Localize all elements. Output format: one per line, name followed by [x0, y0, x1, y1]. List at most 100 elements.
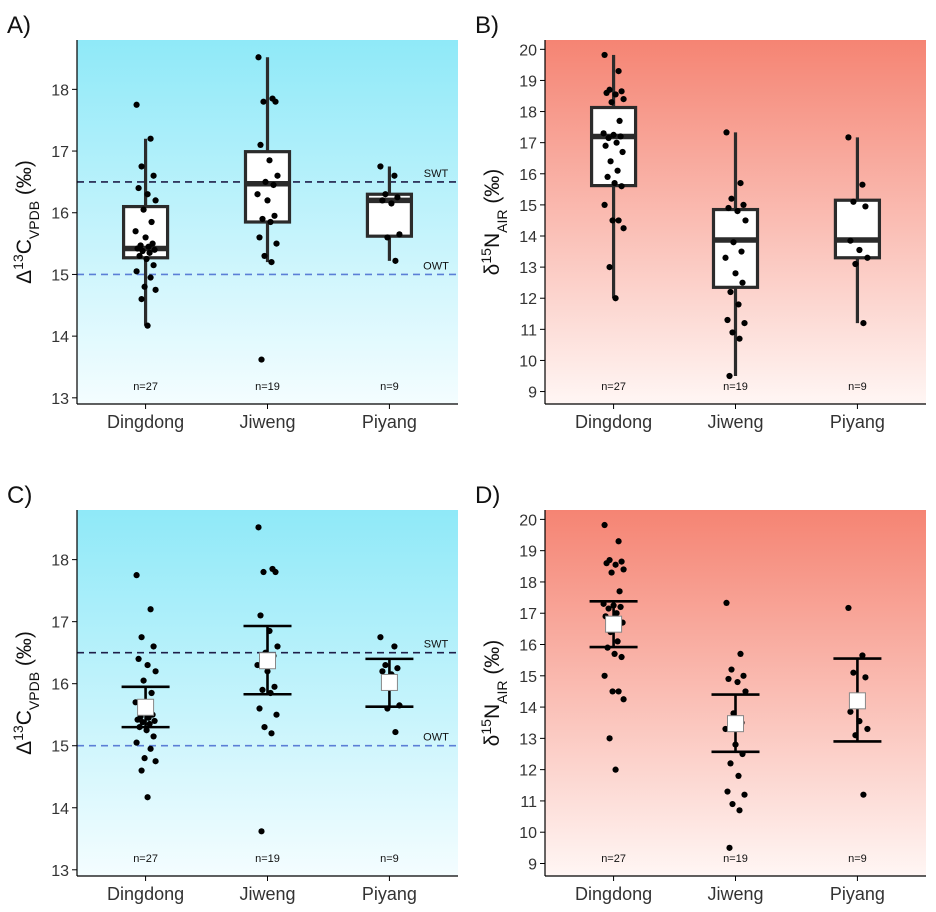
data-point — [136, 252, 143, 260]
data-point — [608, 99, 615, 106]
y-tick-label: 20 — [519, 42, 537, 59]
data-point — [729, 329, 736, 336]
data-point — [258, 356, 265, 363]
data-point — [256, 705, 263, 712]
data-point — [617, 133, 624, 140]
data-point — [272, 568, 279, 576]
data-point — [151, 717, 158, 725]
data-point — [740, 672, 747, 679]
data-point — [133, 739, 140, 746]
data-point — [142, 234, 149, 241]
data-point — [274, 172, 281, 179]
count-label: n=9 — [380, 381, 399, 393]
data-point — [723, 599, 730, 607]
panel-a: SWT OWT 13 14 15 16 17 18 Dingdong n=27 Jiweng n=19… — [7, 12, 458, 432]
data-point — [734, 678, 741, 686]
data-point — [724, 788, 731, 795]
y-tick-label: 15 — [51, 267, 69, 284]
data-point — [146, 720, 153, 728]
data-point — [132, 228, 139, 235]
y-tick-label: 18 — [519, 575, 537, 592]
data-point — [396, 231, 403, 238]
data-point — [740, 201, 747, 208]
data-point — [256, 234, 263, 241]
data-point — [620, 96, 627, 103]
data-point — [725, 204, 732, 212]
box-iqr — [833, 198, 882, 260]
data-point — [143, 255, 150, 263]
y-tick-label: 14 — [51, 329, 69, 346]
data-point — [261, 724, 268, 731]
data-point — [735, 301, 742, 308]
data-point — [268, 730, 275, 737]
data-point — [615, 68, 622, 75]
y-tick-label: 19 — [519, 73, 537, 90]
panel-label: A) — [7, 12, 31, 39]
data-point — [737, 180, 744, 187]
data-point — [266, 157, 273, 164]
data-point — [146, 249, 153, 256]
panel-d: 9 10 11 12 13 14 15 16 17 18 19 20 Dingdong n=27 Jiwen… — [475, 482, 926, 904]
y-tick-label: 11 — [520, 322, 537, 339]
data-point — [259, 215, 266, 223]
y-tick-label: 15 — [51, 739, 69, 756]
data-point — [138, 634, 145, 641]
data-point — [730, 239, 737, 246]
x-tick-label-piyang: Piyang — [362, 884, 417, 904]
data-point — [148, 689, 155, 697]
data-point — [601, 201, 608, 208]
data-point — [150, 733, 157, 740]
data-point — [609, 217, 616, 224]
data-point — [614, 638, 621, 645]
data-point — [260, 568, 267, 576]
data-point — [612, 766, 619, 773]
data-point — [150, 643, 157, 650]
count-label: n=27 — [133, 381, 158, 393]
data-point — [618, 653, 625, 661]
data-point — [615, 538, 622, 545]
data-point — [727, 288, 734, 296]
x-tick-label-dingdong: Dingdong — [575, 884, 652, 904]
data-point — [613, 610, 620, 617]
data-point — [611, 650, 618, 657]
data-point — [601, 672, 608, 679]
y-tick-label: 15 — [519, 198, 537, 215]
count-label: n=19 — [723, 853, 748, 865]
data-point — [264, 197, 271, 204]
data-point — [152, 668, 159, 675]
data-point — [382, 661, 389, 669]
data-point — [254, 191, 261, 198]
mean-marker — [605, 615, 623, 633]
count-label: n=27 — [601, 381, 626, 393]
data-point — [856, 246, 863, 254]
data-point — [257, 612, 264, 619]
data-point — [742, 688, 749, 695]
box-iqr — [589, 105, 638, 188]
data-point — [147, 745, 154, 752]
data-point — [726, 372, 733, 380]
data-point — [144, 191, 151, 198]
data-point — [152, 758, 159, 765]
data-point — [379, 668, 386, 675]
data-point — [613, 139, 620, 146]
data-point — [850, 669, 857, 676]
data-point — [144, 661, 151, 669]
data-point — [615, 688, 622, 695]
data-point — [847, 237, 854, 244]
y-axis-title: Δ13CVPDB (‰) — [10, 631, 42, 755]
panel-label: C) — [7, 482, 32, 509]
data-point — [859, 181, 866, 188]
y-tick-label: 16 — [51, 206, 69, 223]
panel-background — [545, 510, 926, 876]
x-tick-label-jiweng: Jiweng — [239, 884, 295, 904]
data-point — [267, 218, 274, 226]
data-point — [271, 212, 278, 219]
data-point — [147, 135, 154, 142]
data-point — [145, 243, 152, 250]
data-point — [255, 524, 262, 531]
data-point — [273, 711, 280, 718]
data-point — [600, 130, 607, 137]
y-tick-label: 16 — [519, 167, 537, 184]
data-point — [144, 322, 151, 329]
